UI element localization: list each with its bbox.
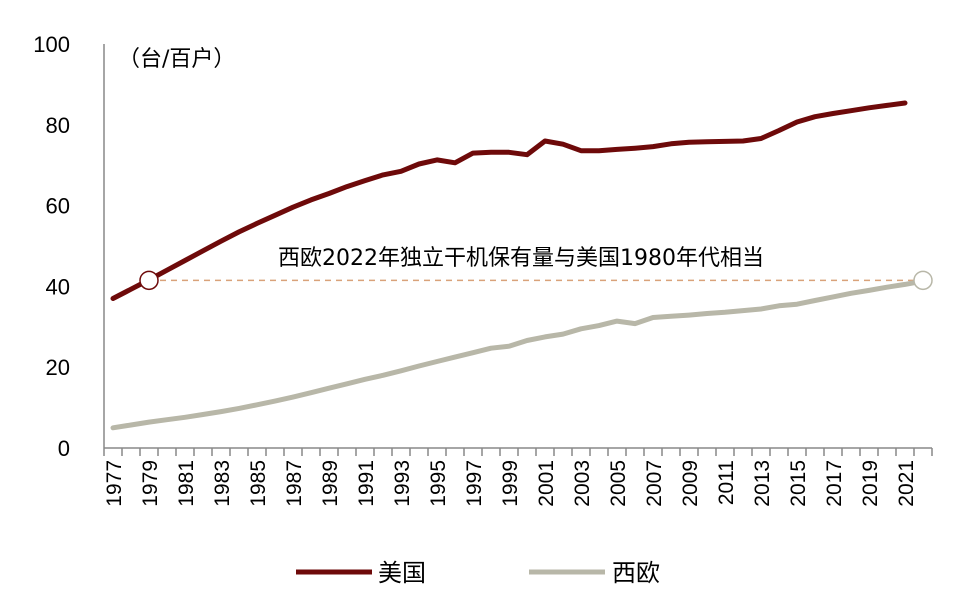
x-tick-label: 2001	[535, 460, 558, 507]
x-tick-label: 2009	[679, 460, 702, 507]
series-lines	[110, 100, 933, 431]
x-tick-label: 1989	[319, 460, 342, 507]
x-tick-label: 2003	[571, 460, 594, 507]
x-axis: 1977 1979 1981 1983 1985 1987 1989 1991 1993 1995…	[103, 447, 933, 507]
y-tick-label: 60	[46, 194, 70, 219]
x-tick-label: 1979	[139, 460, 162, 507]
legend-label-we: 西欧	[612, 559, 660, 587]
y-tick-label: 80	[46, 113, 70, 138]
x-tick-label: 1977	[103, 460, 126, 507]
x-tick-label: 2021	[895, 460, 918, 507]
x-tick-label: 2007	[643, 460, 666, 507]
x-tick-label: 2013	[751, 460, 774, 507]
x-tick-label: 1981	[175, 460, 198, 507]
annotation-text: 西欧2022年独立干机保有量与美国1980年代相当	[278, 246, 764, 271]
legend-label-us: 美国	[378, 559, 426, 587]
y-tick-label: 20	[46, 355, 70, 380]
x-tick-label: 1991	[355, 460, 378, 507]
x-tick-label: 1999	[499, 460, 522, 507]
x-tick-label: 1985	[247, 460, 270, 507]
legend: 美国 西欧	[296, 559, 660, 587]
x-tick-label: 2017	[823, 460, 846, 507]
x-tick-label: 2015	[787, 460, 810, 507]
y-axis: 0 20 40 60 80 100	[33, 32, 105, 461]
x-tick-label: 1995	[427, 460, 450, 507]
series-line-western-europe	[110, 278, 926, 431]
x-tick-label: 1983	[211, 460, 234, 507]
x-tick-label: 2019	[859, 460, 882, 507]
y-tick-label: 40	[46, 274, 70, 299]
x-tick-label: 2005	[607, 460, 630, 507]
x-tick-label: 1993	[391, 460, 414, 507]
x-tick-label: 2011	[715, 460, 738, 505]
highlight-marker-us-1979	[139, 270, 159, 291]
y-tick-label: 100	[33, 32, 70, 57]
unit-label: （台/百户）	[118, 47, 235, 72]
x-tick-label: 1987	[283, 460, 306, 507]
y-tick-label: 0	[58, 436, 70, 461]
x-tick-label: 1997	[463, 460, 486, 507]
highlight-marker-we-2022	[913, 270, 933, 291]
